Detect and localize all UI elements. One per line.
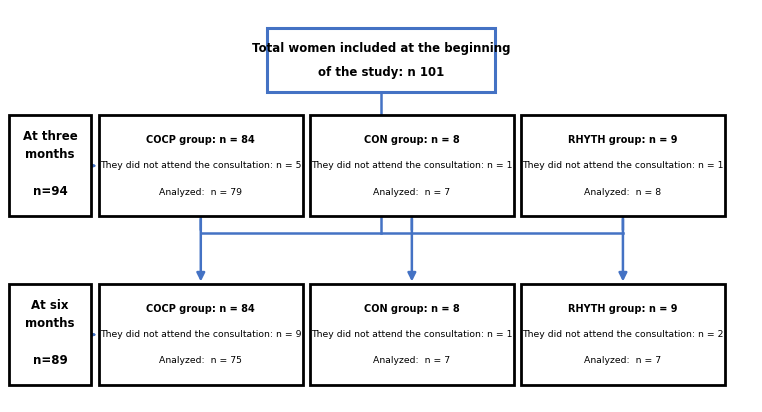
Text: CON group: n = 8: CON group: n = 8 <box>364 304 459 314</box>
Bar <box>99 115 303 216</box>
Text: They did not attend the consultation: n = 1: They did not attend the consultation: n … <box>522 162 724 170</box>
Bar <box>521 284 725 385</box>
Text: of the study: n 101: of the study: n 101 <box>318 66 444 79</box>
Text: Analyzed:  n = 7: Analyzed: n = 7 <box>373 356 450 365</box>
Text: Total women included at the beginning: Total women included at the beginning <box>251 42 511 55</box>
Text: Analyzed:  n = 7: Analyzed: n = 7 <box>373 187 450 197</box>
Text: n=94: n=94 <box>33 185 67 198</box>
Bar <box>9 284 91 385</box>
Text: Analyzed:  n = 75: Analyzed: n = 75 <box>159 356 242 365</box>
Text: They did not attend the consultation: n = 1: They did not attend the consultation: n … <box>311 162 513 170</box>
Bar <box>99 284 303 385</box>
Text: RHYTH group: n = 9: RHYTH group: n = 9 <box>568 304 677 314</box>
Text: n=89: n=89 <box>33 353 67 367</box>
Bar <box>267 28 495 92</box>
Text: At six: At six <box>31 299 69 312</box>
Bar <box>310 284 514 385</box>
Text: months: months <box>25 317 75 330</box>
Text: Analyzed:  n = 79: Analyzed: n = 79 <box>159 187 242 197</box>
Text: They did not attend the consultation: n = 9: They did not attend the consultation: n … <box>100 330 302 339</box>
Text: RHYTH group: n = 9: RHYTH group: n = 9 <box>568 135 677 145</box>
Text: They did not attend the consultation: n = 5: They did not attend the consultation: n … <box>100 162 302 170</box>
Text: CON group: n = 8: CON group: n = 8 <box>364 135 459 145</box>
Text: Analyzed:  n = 7: Analyzed: n = 7 <box>584 356 661 365</box>
Text: They did not attend the consultation: n = 1: They did not attend the consultation: n … <box>311 330 513 339</box>
Text: COCP group: n = 84: COCP group: n = 84 <box>146 135 255 145</box>
Bar <box>9 115 91 216</box>
Text: months: months <box>25 148 75 162</box>
Text: Analyzed:  n = 8: Analyzed: n = 8 <box>584 187 661 197</box>
Bar <box>310 115 514 216</box>
Text: They did not attend the consultation: n = 2: They did not attend the consultation: n … <box>522 330 724 339</box>
Bar <box>521 115 725 216</box>
Text: At three: At three <box>23 130 77 143</box>
Text: COCP group: n = 84: COCP group: n = 84 <box>146 304 255 314</box>
